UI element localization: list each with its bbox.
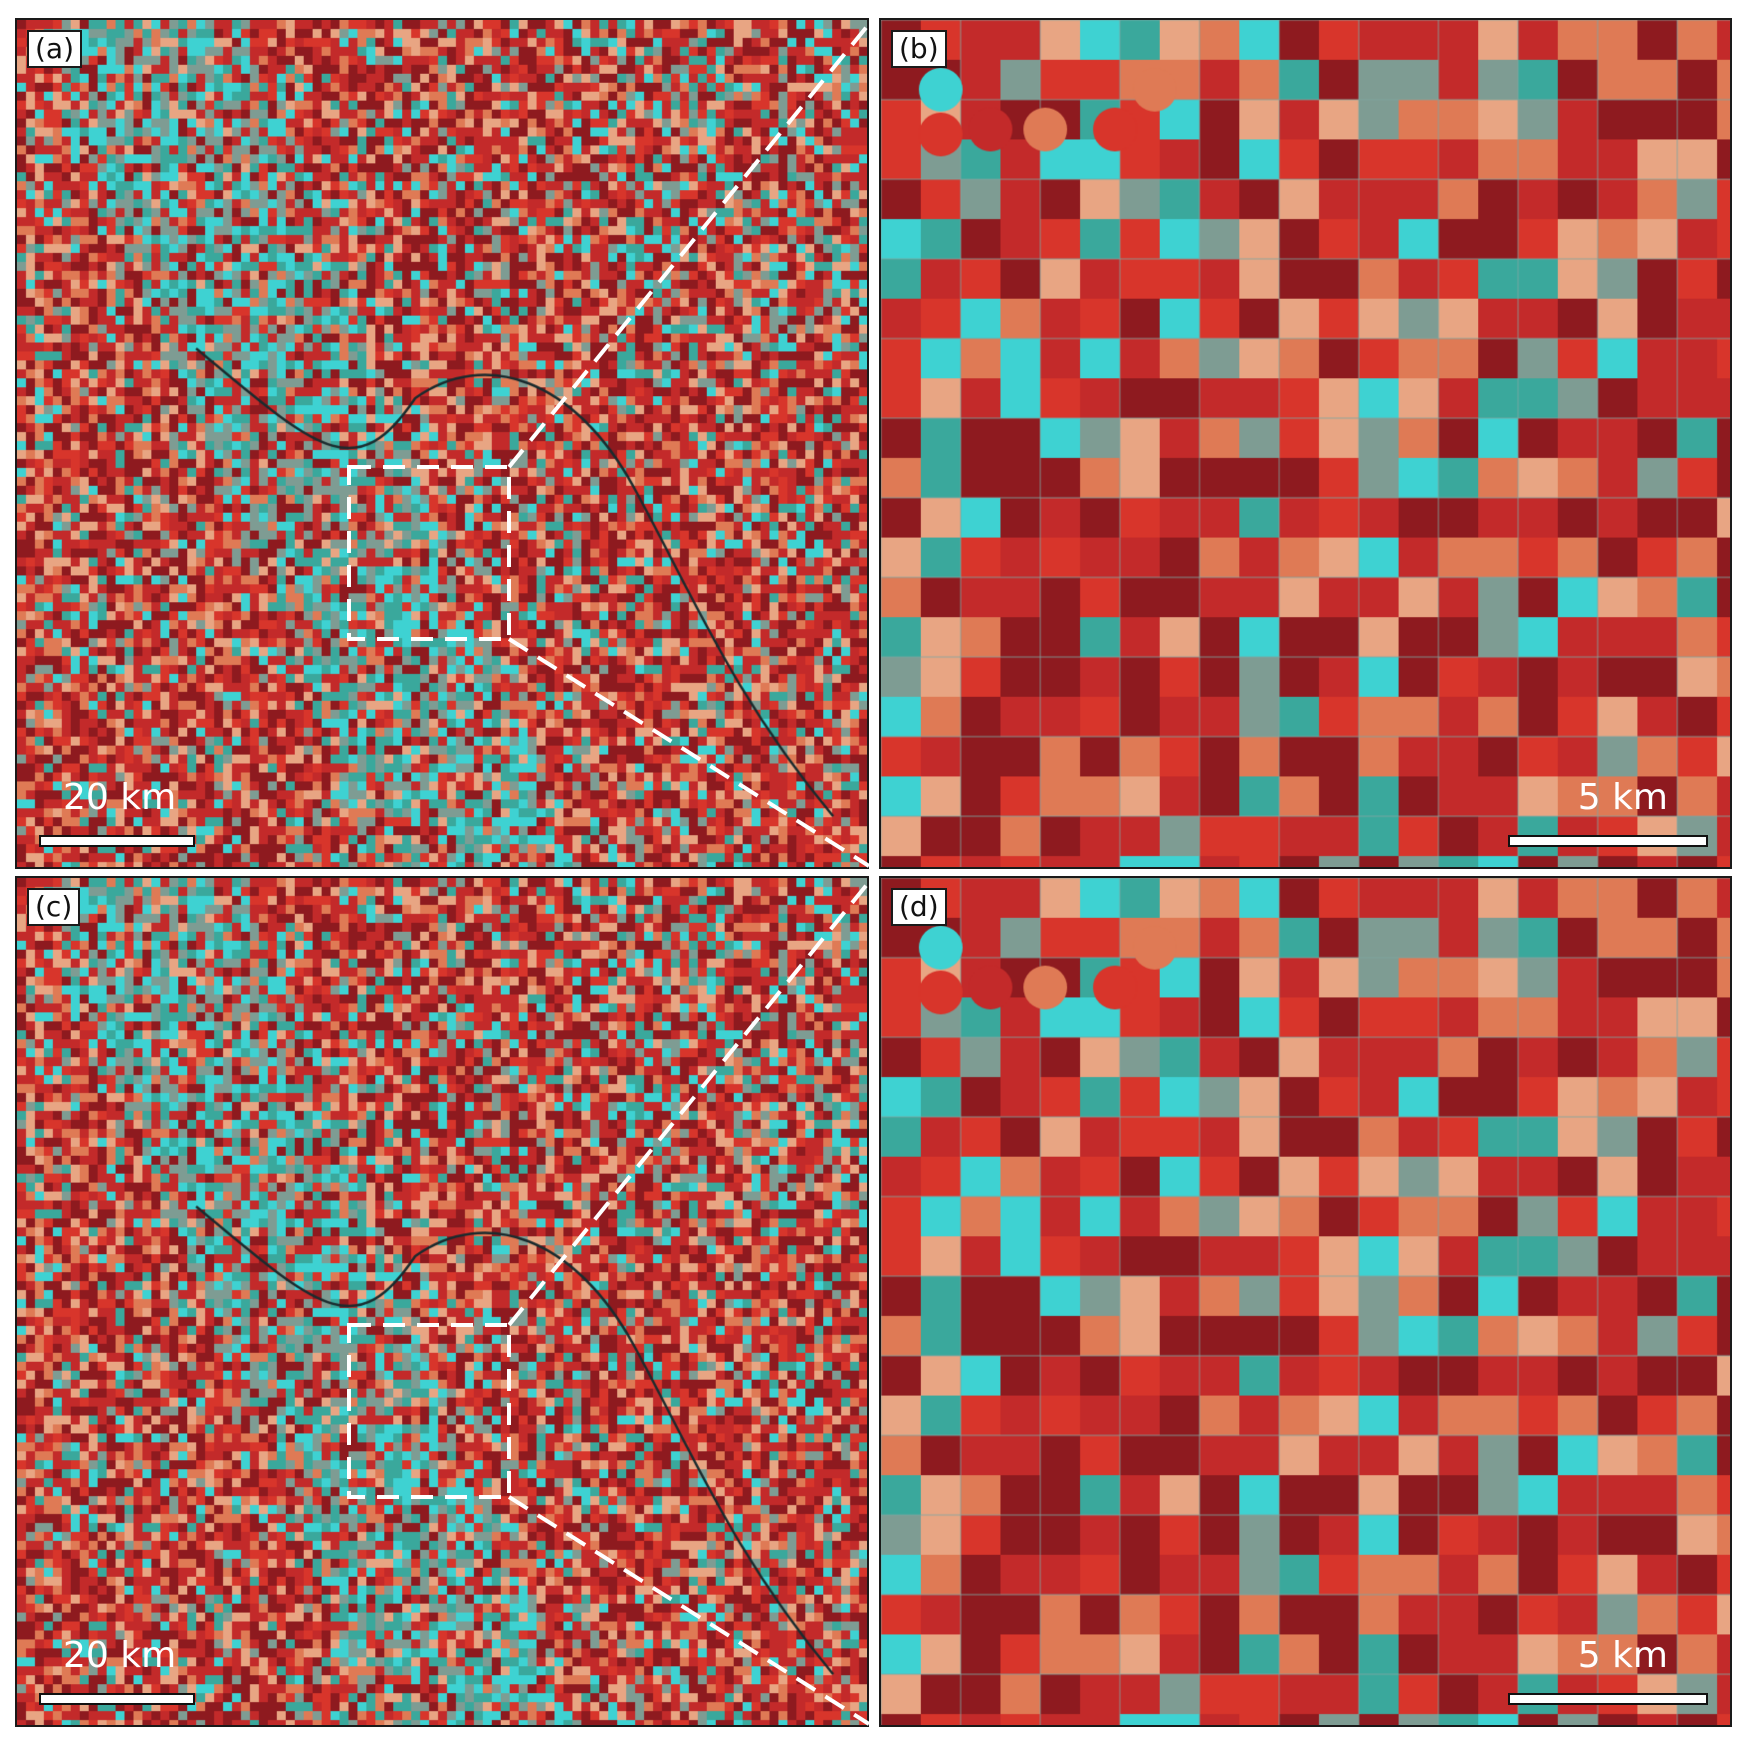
panel-d-zoom: (d) 5 km xyxy=(879,876,1732,1727)
panel-label: (d) xyxy=(891,888,947,926)
scale-bar-label: 5 km xyxy=(1577,777,1668,818)
scale-bar-group: 20 km xyxy=(39,1635,209,1705)
panel-c-overview: (c) 20 km xyxy=(15,876,869,1727)
satellite-image-overview xyxy=(17,878,867,1725)
panel-label: (b) xyxy=(891,30,947,68)
scale-bar xyxy=(1508,1693,1708,1705)
panel-a-overview: (a) 20 km xyxy=(15,18,869,869)
scale-bar-group: 20 km xyxy=(39,777,209,847)
satellite-image-zoom xyxy=(881,20,1730,867)
panel-b-zoom: (b) 5 km xyxy=(879,18,1732,869)
satellite-image-zoom xyxy=(881,878,1730,1725)
scale-bar xyxy=(39,1693,195,1705)
scale-bar-label: 20 km xyxy=(63,1635,177,1676)
panel-label: (a) xyxy=(27,30,83,68)
scale-bar-group: 5 km xyxy=(1498,777,1708,847)
scale-bar-group: 5 km xyxy=(1498,1635,1708,1705)
panel-label: (c) xyxy=(27,888,81,926)
scale-bar-label: 20 km xyxy=(63,777,177,818)
satellite-image-overview xyxy=(17,20,867,867)
scale-bar xyxy=(1508,835,1708,847)
scale-bar-label: 5 km xyxy=(1577,1635,1668,1676)
scale-bar xyxy=(39,835,195,847)
